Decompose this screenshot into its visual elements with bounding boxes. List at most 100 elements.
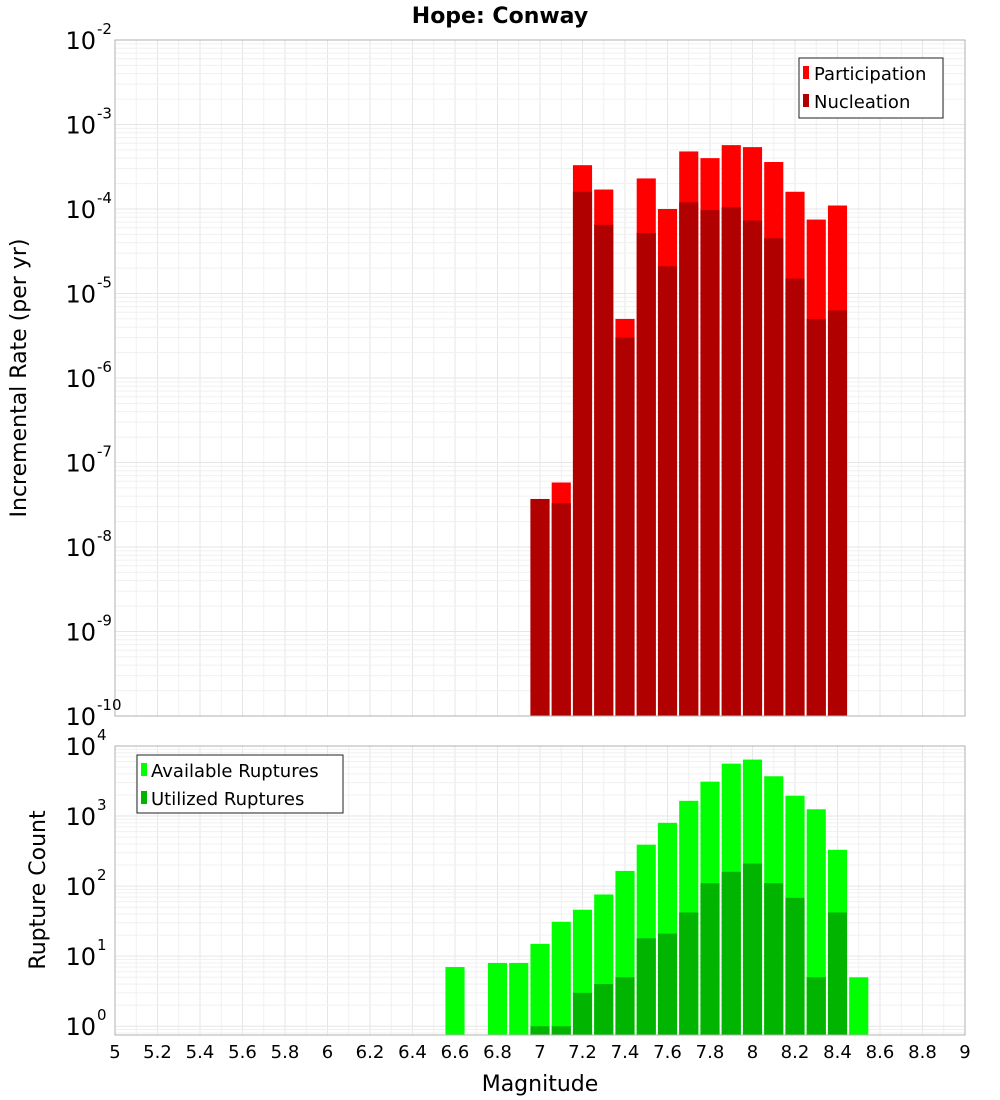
top-y-tick-exp: -9 — [97, 612, 112, 630]
top-y-tick-exp: -2 — [97, 20, 112, 38]
x-tick-label: 8.2 — [781, 1042, 810, 1063]
x-tick-label: 6.4 — [398, 1042, 427, 1063]
bottom-y-tick-exp: 4 — [97, 726, 107, 744]
top-bar-b — [721, 207, 741, 716]
top-y-tick-exp: -8 — [97, 527, 112, 545]
top-bar-b — [700, 210, 720, 716]
top-bar-b — [551, 503, 571, 716]
bottom-bar-b — [572, 992, 593, 1035]
x-tick-label: 7.6 — [653, 1042, 682, 1063]
top-bar-b — [679, 202, 699, 716]
x-tick-label: 8.4 — [823, 1042, 852, 1063]
bottom-y-tick-exp: 1 — [97, 936, 107, 954]
bottom-y-tick-base: 10 — [65, 943, 96, 971]
bottom-bar-b — [785, 897, 805, 1035]
top-y-tick-exp: -7 — [97, 443, 112, 461]
bottom-legend: Available Ruptures Utilized Ruptures — [136, 754, 344, 814]
x-axis-ticks: 5 5.2 5.4 5.6 5.8 6 6.2 6.4 6.6 6.8 7 7.2 7.4 7.6 7.8 8… — [109, 1042, 970, 1063]
bottom-bar-b — [530, 1026, 550, 1035]
x-tick-label: 6 — [322, 1042, 333, 1063]
top-bar-b — [636, 232, 656, 716]
x-tick-label: 7 — [534, 1042, 545, 1063]
x-tick-label: 7.2 — [568, 1042, 597, 1063]
bottom-y-axis-label: Rupture Count — [26, 810, 51, 970]
legend-swatch-utilized — [141, 791, 147, 804]
top-y-tick-base: 10 — [65, 365, 96, 393]
bottom-bar-a — [530, 943, 550, 1035]
top-y-tick-base: 10 — [65, 112, 96, 140]
top-bar-b — [827, 310, 848, 716]
top-bar-b — [785, 278, 805, 716]
legend-label-available: Available Ruptures — [151, 761, 319, 782]
x-axis-label: Magnitude — [482, 1072, 599, 1097]
x-tick-label: 7.8 — [696, 1042, 725, 1063]
top-y-tick-exp: -6 — [97, 358, 112, 376]
x-tick-label: 7.4 — [611, 1042, 640, 1063]
top-bar-b — [806, 318, 826, 716]
top-y-tick-base: 10 — [65, 619, 96, 647]
top-bar-b — [530, 498, 550, 716]
top-y-tick-base: 10 — [65, 281, 96, 309]
legend-swatch-participation — [803, 66, 809, 79]
x-tick-label: 5.8 — [271, 1042, 300, 1063]
bottom-panel-frame — [114, 745, 966, 1036]
top-legend-box — [798, 57, 944, 119]
bottom-bar-a — [445, 967, 465, 1035]
bottom-legend-box — [136, 754, 344, 814]
x-tick-label: 6.2 — [356, 1042, 385, 1063]
bottom-bar-b — [700, 883, 720, 1035]
bottom-bar-b — [721, 871, 741, 1035]
x-tick-label: 8 — [747, 1042, 758, 1063]
legend-label-participation: Participation — [814, 64, 926, 85]
bottom-y-tick-base: 10 — [65, 873, 96, 901]
top-panel-frame — [114, 39, 966, 717]
top-bar-b — [615, 337, 635, 716]
bottom-panel-bars — [445, 759, 869, 1035]
top-y-tick-base: 10 — [65, 27, 96, 55]
bottom-bar-b — [551, 1026, 571, 1035]
top-panel-bars — [530, 145, 848, 717]
top-y-tick-base: 10 — [65, 703, 96, 731]
bottom-bar-b — [594, 984, 614, 1035]
bottom-bar-b — [615, 977, 635, 1035]
bottom-y-tick-exp: 2 — [97, 866, 107, 884]
bottom-bar-a — [487, 962, 508, 1035]
top-y-tick-exp: -10 — [97, 696, 122, 714]
legend-swatch-available — [141, 763, 147, 776]
top-bar-b — [742, 220, 763, 716]
bottom-bar-b — [827, 912, 848, 1035]
x-tick-label: 5.2 — [143, 1042, 172, 1063]
x-tick-label: 5.4 — [186, 1042, 215, 1063]
top-bar-b — [594, 224, 614, 716]
top-bar-b — [657, 266, 678, 716]
bottom-bar-b — [636, 938, 656, 1035]
x-tick-label: 8.6 — [866, 1042, 895, 1063]
x-tick-label: 6.6 — [441, 1042, 470, 1063]
bottom-bar-b — [806, 977, 826, 1035]
top-y-tick-base: 10 — [65, 534, 96, 562]
bottom-bar-a — [849, 977, 869, 1035]
bottom-bar-b — [657, 933, 678, 1035]
legend-label-nucleation: Nucleation — [814, 92, 910, 113]
bottom-y-tick-base: 10 — [65, 803, 96, 831]
bottom-y-tick-exp: 0 — [97, 1006, 107, 1024]
top-y-tick-base: 10 — [65, 450, 96, 478]
legend-swatch-nucleation — [803, 94, 809, 107]
bottom-y-tick-base: 10 — [65, 1013, 96, 1041]
legend-label-utilized: Utilized Ruptures — [151, 789, 304, 810]
top-y-tick-exp: -3 — [97, 105, 112, 123]
top-y-axis-label: Incremental Rate (per yr) — [7, 239, 32, 518]
bottom-bar-a — [551, 921, 571, 1035]
bottom-bar-b — [764, 883, 784, 1035]
bottom-y-tick-base: 10 — [65, 733, 96, 761]
x-tick-label: 5 — [109, 1042, 120, 1063]
x-tick-label: 8.8 — [908, 1042, 937, 1063]
bottom-bar-b — [742, 863, 763, 1035]
x-tick-label: 9 — [959, 1042, 970, 1063]
x-tick-label: 6.8 — [483, 1042, 512, 1063]
x-tick-label: 5.6 — [228, 1042, 257, 1063]
top-bar-b — [764, 238, 784, 717]
